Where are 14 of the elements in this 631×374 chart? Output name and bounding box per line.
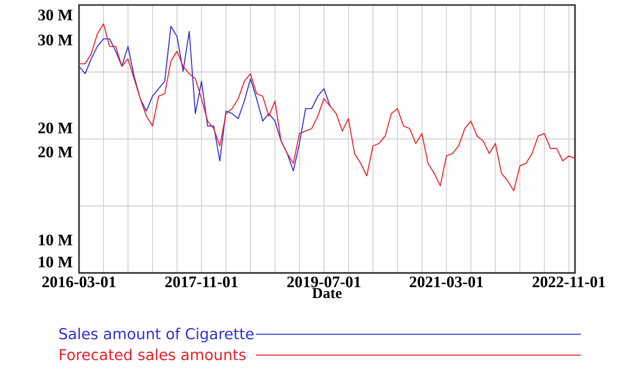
x-tick-label: 2017-11-01 — [165, 276, 238, 288]
x-tick-label: 2021-03-01 — [410, 276, 483, 288]
text: Sales amount of Cigarette — [59, 328, 254, 342]
text: 20 M — [38, 122, 72, 134]
text: Forecated sales amounts — [60, 348, 246, 360]
x-axis-title: Date — [312, 288, 342, 298]
x-tick-label: 2016-03-01 — [42, 276, 116, 288]
text: 30 M — [38, 10, 72, 20]
x-tick-label: 2019-07-01 — [287, 276, 360, 288]
text: 10 M — [38, 234, 72, 246]
x-tick-label: 2022-11-01 — [532, 276, 605, 288]
text: 30 M — [38, 34, 72, 46]
text: 10 M — [38, 256, 72, 268]
text: 20 M — [38, 146, 72, 158]
